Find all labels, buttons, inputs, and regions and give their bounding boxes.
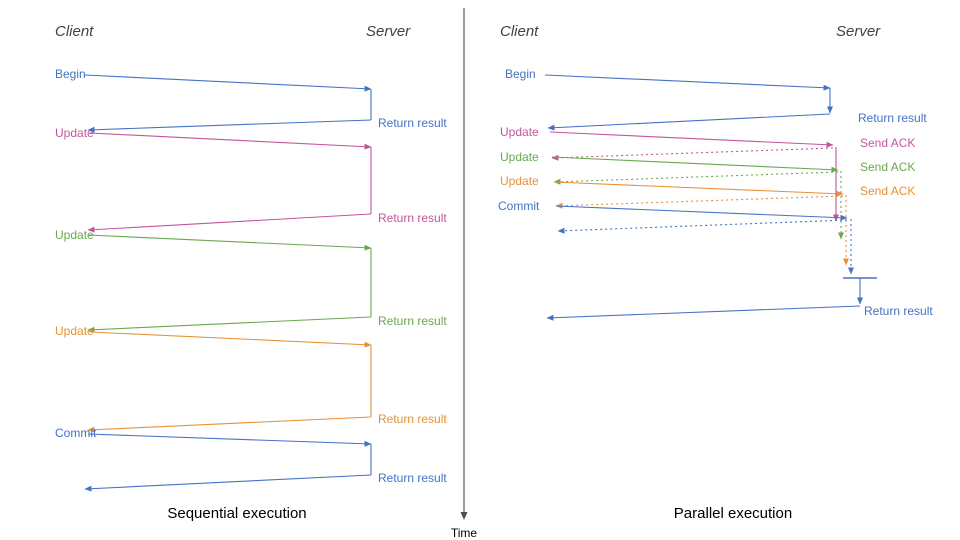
time-axis: Time — [451, 8, 478, 540]
seq-begin-request-arrow — [84, 74, 372, 92]
par-begin-label: Begin — [505, 67, 536, 81]
seq-begin-return-label: Return result — [378, 116, 447, 130]
par-commit-request-arrow — [555, 205, 848, 221]
seq-update2-label: Update — [55, 228, 94, 242]
par-commit-label: Commit — [498, 199, 540, 213]
seq-update2-return-arrow — [87, 316, 372, 333]
seq-update1-request-arrow — [89, 132, 372, 150]
par-server-header: Server — [836, 23, 881, 40]
par-commit-return-arrow — [546, 305, 861, 321]
par-commit-ack-arrow — [557, 219, 848, 234]
seq-update3-label: Update — [55, 324, 94, 338]
par-update2-request-arrow — [551, 156, 839, 173]
seq-update1-return-arrow — [87, 213, 372, 233]
par-update3-ack-label: Send ACK — [860, 184, 915, 198]
sequential-caption: Sequential execution — [167, 505, 306, 522]
par-update3-request-arrow — [553, 181, 844, 197]
seq-update1-return-label: Return result — [378, 211, 447, 225]
seq-begin-return-arrow — [87, 119, 372, 133]
par-update2-label: Update — [500, 150, 539, 164]
par-update2-ack-label: Send ACK — [860, 160, 915, 174]
seq-update3-return-label: Return result — [378, 412, 447, 426]
par-update1-label: Update — [500, 125, 539, 139]
seq-commit-request-arrow — [87, 433, 372, 447]
par-update3-ack-arrow — [555, 195, 844, 209]
par-begin-return-label: Return result — [858, 111, 927, 125]
par-client-header: Client — [500, 23, 539, 40]
seq-update2-request-arrow — [87, 234, 372, 251]
seq-commit-label: Commit — [55, 426, 97, 440]
seq-commit-return-label: Return result — [378, 471, 447, 485]
seq-update2-return-label: Return result — [378, 314, 447, 328]
seq-update1-label: Update — [55, 126, 94, 140]
par-update3-label: Update — [500, 174, 539, 188]
sequential-panel: Client Server Begin Return result Update… — [55, 23, 447, 522]
parallel-panel: Client Server Begin Return result Update… — [498, 23, 933, 522]
time-axis-label: Time — [451, 526, 478, 540]
seq-update3-request-arrow — [89, 331, 372, 348]
seq-commit-return-arrow — [84, 474, 372, 492]
seq-update3-return-arrow — [87, 416, 372, 433]
seq-begin-label: Begin — [55, 67, 86, 81]
par-begin-return-arrow — [547, 113, 831, 131]
seq-server-header: Server — [366, 23, 411, 40]
par-update1-ack-label: Send ACK — [860, 136, 915, 150]
par-update1-ack-arrow — [551, 147, 834, 161]
seq-client-header: Client — [55, 23, 94, 40]
parallel-caption: Parallel execution — [674, 505, 792, 522]
par-commit-return-label: Return result — [864, 304, 933, 318]
par-update2-ack-arrow — [553, 171, 839, 185]
par-update1-request-arrow — [549, 131, 834, 148]
par-begin-request-arrow — [544, 74, 831, 91]
